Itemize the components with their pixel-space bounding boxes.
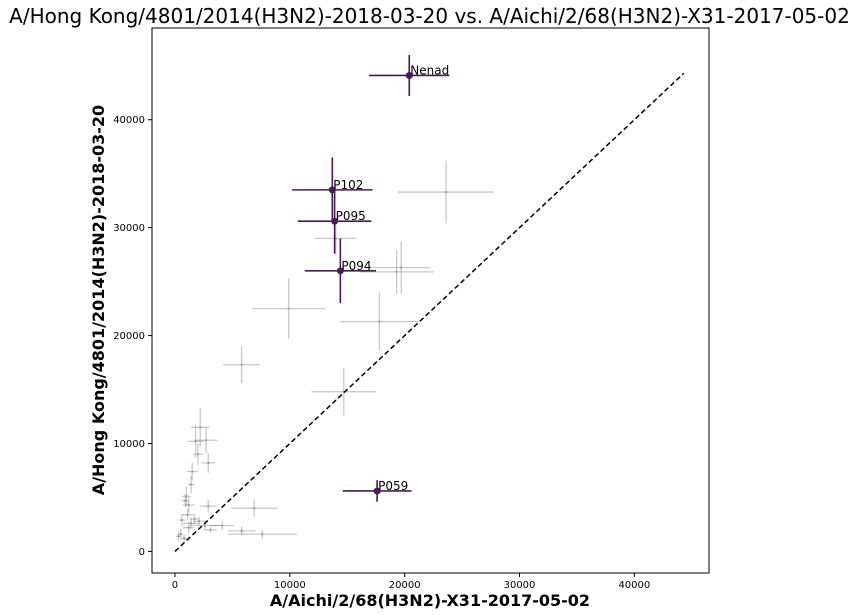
background-point-marker	[378, 320, 381, 323]
highlighted-point-p059: P059	[342, 479, 412, 502]
x-tick-label: 30000	[504, 580, 536, 591]
diagonal-reference-line	[174, 72, 685, 552]
x-tick-label: 0	[172, 580, 178, 591]
background-point-marker	[400, 266, 403, 269]
background-point-marker	[180, 518, 184, 522]
background-point-marker	[194, 440, 197, 443]
y-axis-label: A/Hong Kong/4801/2014(H3N2)-2018-03-20	[89, 105, 108, 495]
highlighted-point-marker	[336, 267, 344, 275]
background-point-marker	[207, 504, 210, 508]
background-point-marker	[287, 307, 290, 310]
y-tick-label: 30000	[113, 223, 145, 234]
point-label: P102	[333, 178, 363, 192]
y-axis-ticks: 0 10000 20000 30000 40000	[113, 115, 152, 558]
background-point	[178, 513, 186, 527]
background-point	[181, 509, 194, 521]
background-point-marker	[196, 453, 200, 456]
y-tick-label: 0	[139, 547, 145, 558]
background-point-marker	[179, 532, 182, 536]
background-point-marker	[190, 470, 194, 473]
highlighted-point-nenad: Nenad	[369, 54, 450, 96]
background-point	[187, 475, 195, 494]
background-point-marker	[193, 517, 196, 521]
point-label: Nenad	[410, 63, 449, 77]
highlighted-point-p094: P094	[304, 238, 376, 304]
background-point	[397, 160, 495, 224]
background-points	[176, 160, 495, 543]
background-point	[186, 462, 198, 481]
background-point	[204, 526, 217, 534]
background-point-marker	[220, 524, 224, 527]
background-point-marker	[395, 270, 398, 274]
background-point-marker	[207, 461, 210, 465]
background-point-marker	[185, 495, 188, 498]
highlighted-point-p102: P102	[292, 157, 373, 223]
background-point	[191, 407, 210, 447]
background-point	[181, 494, 189, 508]
x-axis-ticks: 0 10000 20000 30000 40000	[172, 573, 650, 591]
background-point	[340, 292, 419, 351]
background-point	[183, 522, 195, 534]
background-point	[189, 520, 220, 531]
highlighted-point-marker	[373, 487, 381, 495]
background-point	[183, 497, 195, 513]
background-point	[201, 453, 216, 473]
background-point-marker	[187, 526, 190, 529]
highlighted-points: Nenad P102 P095 P094 P059	[292, 54, 450, 502]
background-point	[210, 521, 234, 530]
y-tick-label: 20000	[113, 331, 145, 342]
x-tick-label: 10000	[274, 580, 306, 591]
background-point	[180, 534, 188, 543]
background-point	[223, 346, 260, 384]
background-point-marker	[186, 513, 189, 516]
highlighted-point-p095: P095	[297, 188, 372, 254]
background-point	[231, 499, 278, 517]
highlighted-point-marker	[405, 71, 413, 79]
background-point	[183, 517, 200, 529]
x-tick-label: 20000	[389, 580, 421, 591]
point-label: P059	[378, 479, 408, 493]
background-point-marker	[253, 507, 256, 510]
plot-area	[151, 27, 710, 574]
background-point	[372, 241, 430, 294]
background-point	[193, 516, 205, 526]
point-label: P095	[336, 209, 366, 223]
background-point-marker	[240, 363, 243, 366]
background-point-marker	[189, 522, 193, 525]
background-point	[181, 486, 192, 507]
background-point	[200, 499, 217, 513]
background-point-marker	[177, 535, 180, 538]
background-point-marker	[204, 439, 208, 442]
background-point	[178, 528, 184, 540]
point-label: P094	[341, 259, 371, 273]
highlighted-point-marker	[331, 217, 339, 225]
y-tick-label: 10000	[113, 439, 145, 450]
background-point	[227, 529, 297, 539]
background-point	[194, 427, 218, 454]
background-point-marker	[189, 483, 193, 486]
x-axis-label: A/Aichi/2/68(H3N2)-X31-2017-05-02	[270, 591, 590, 610]
background-point	[189, 513, 200, 525]
background-point-marker	[240, 529, 243, 533]
background-point	[176, 530, 181, 542]
chart-title: A/Hong Kong/4801/2014(H3N2)-2018-03-20 v…	[9, 4, 850, 28]
background-point-marker	[182, 537, 186, 540]
background-point-marker	[184, 499, 187, 502]
background-point-marker	[199, 426, 202, 429]
y-tick-label: 40000	[113, 115, 145, 126]
background-point-marker	[444, 190, 448, 194]
background-point-marker	[187, 503, 190, 507]
background-point-marker	[261, 532, 264, 536]
background-point-marker	[203, 524, 207, 527]
background-point	[227, 526, 256, 536]
background-point	[359, 250, 434, 294]
background-point	[187, 425, 204, 458]
x-tick-label: 40000	[618, 580, 650, 591]
background-point-marker	[209, 528, 212, 532]
background-point-marker	[197, 519, 201, 523]
background-point	[251, 278, 326, 339]
background-point	[193, 443, 203, 466]
